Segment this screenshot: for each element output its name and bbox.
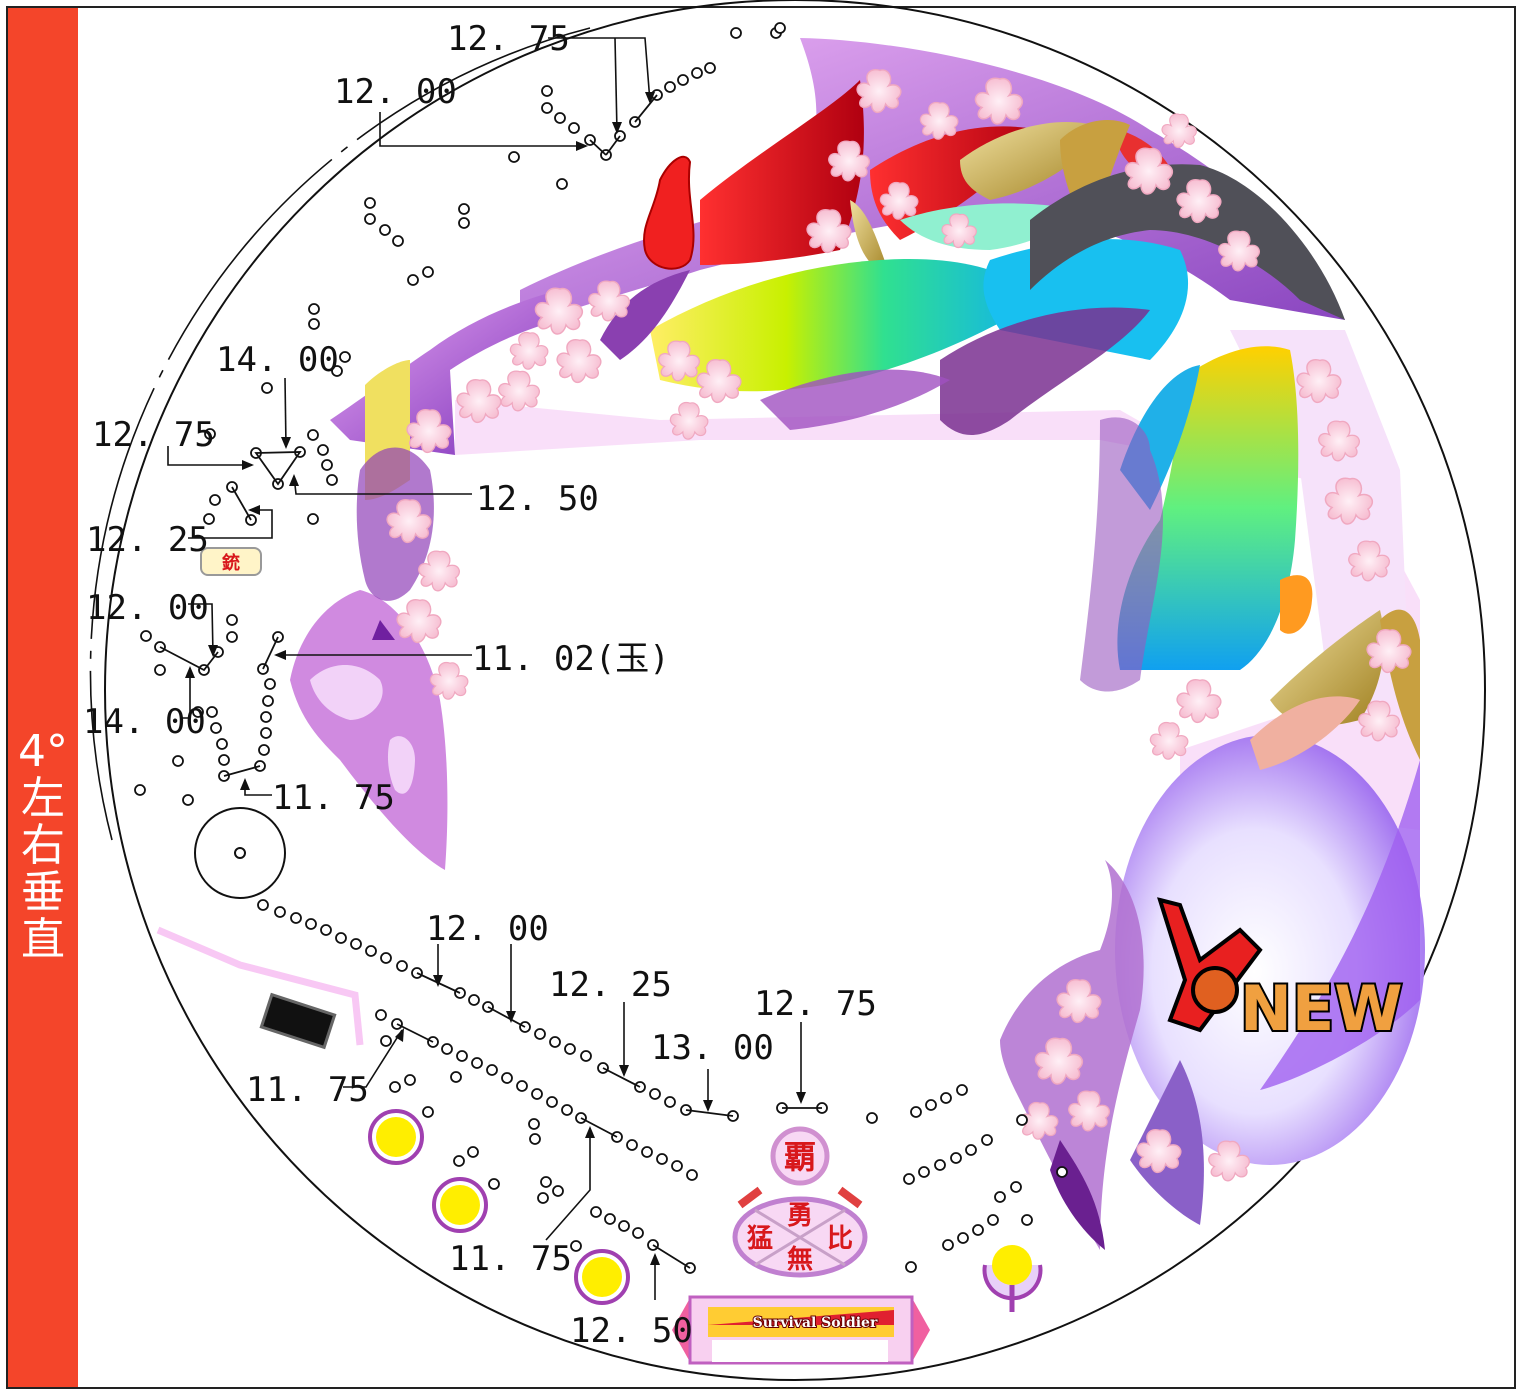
- lamp-block: [259, 992, 337, 1050]
- plate-text: Survival Soldier: [753, 1315, 878, 1331]
- windmill-circle: [194, 807, 286, 899]
- guide-rail: [89, 27, 591, 841]
- side-rail: [156, 926, 364, 1046]
- nail-pins: [134, 22, 1068, 1274]
- center-badge: 覇: [770, 1126, 830, 1186]
- label-12-25-bottom: 12. 25: [549, 965, 672, 1005]
- label-14-00-upper: 14. 00: [216, 340, 339, 380]
- label-top-12-75: 12. 75: [447, 19, 570, 59]
- label-14-00-lower: 14. 00: [83, 702, 206, 742]
- new-logo: NEW: [1157, 897, 1405, 1047]
- label-12-75-bottom: 12. 75: [754, 984, 877, 1024]
- small-tag: 銃: [200, 547, 262, 576]
- label-top-12-00: 12. 00: [334, 72, 457, 112]
- angle-label: 4°左右垂直: [18, 726, 68, 965]
- label-13-00: 13. 00: [651, 1028, 774, 1068]
- tag-kanji: 銃: [222, 552, 240, 574]
- label-12-50-bottom: 12. 50: [570, 1311, 693, 1351]
- label-12-00-bottom: 12. 00: [426, 909, 549, 949]
- logo-text: NEW: [1240, 972, 1403, 1045]
- pocket-4: [982, 1245, 1043, 1312]
- side-band: 4°左右垂直: [8, 8, 78, 1387]
- pocket-3: [574, 1249, 630, 1305]
- roulette-kanji-left: 猛: [746, 1224, 773, 1254]
- label-12-75-left: 12. 75: [92, 415, 215, 455]
- roulette-kanji-right: 比: [827, 1224, 853, 1254]
- windmill-axle: [234, 847, 246, 859]
- label-12-25-left: 12. 25: [86, 520, 209, 560]
- label-12-00-left: 12. 00: [86, 588, 209, 628]
- pocket-2: [432, 1177, 488, 1233]
- badge-kanji: 覇: [784, 1138, 816, 1176]
- gate-lines: [159, 94, 822, 1269]
- board-outer-circle: [104, 0, 1486, 1381]
- label-12-50-left: 12. 50: [476, 479, 599, 519]
- label-11-75-bottom-left: 11. 75: [246, 1070, 369, 1110]
- pocket-1: [368, 1109, 424, 1165]
- roulette-oval: 猛 勇 比 無: [732, 1186, 868, 1278]
- label-11-02-ball: 11. 02(玉): [472, 639, 670, 679]
- decor-art: [290, 38, 1425, 1250]
- measurement-labels: 12. 75 12. 00 14. 00 12. 75 12. 50 12. 2…: [83, 19, 877, 1351]
- roulette-kanji-top: 勇: [787, 1201, 813, 1231]
- label-11-75-bottom: 11. 75: [449, 1239, 572, 1279]
- label-11-75-left: 11. 75: [272, 778, 395, 818]
- roulette-kanji-bottom: 無: [787, 1245, 813, 1275]
- bottom-plate: Survival Soldier: [672, 1295, 930, 1365]
- arrow-heads: [185, 92, 806, 1265]
